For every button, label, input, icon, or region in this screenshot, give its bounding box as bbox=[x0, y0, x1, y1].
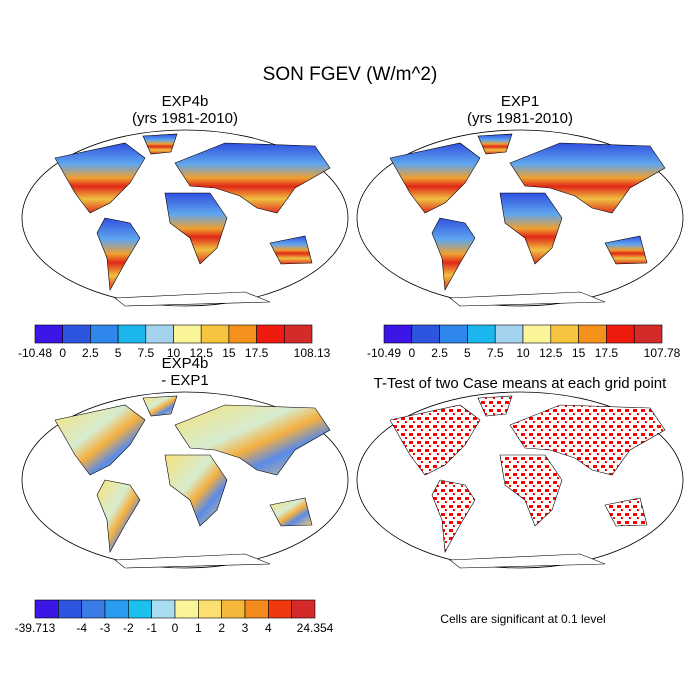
colorbar-box bbox=[256, 324, 285, 344]
land bbox=[54, 395, 331, 553]
colorbar-label: 2 bbox=[218, 621, 225, 635]
colorbar-box bbox=[411, 324, 440, 344]
colorbar-box bbox=[62, 324, 91, 344]
colorbar-box bbox=[200, 324, 230, 344]
map bbox=[356, 129, 684, 307]
panel-subtitle: - EXP1 bbox=[161, 372, 209, 389]
colorbar-box bbox=[145, 324, 174, 344]
colorbar-box bbox=[173, 324, 202, 344]
colorbar-label: 15 bbox=[572, 346, 586, 360]
colorbar-label: 7.5 bbox=[137, 346, 154, 360]
colorbar-box bbox=[606, 324, 635, 344]
colorbar-box bbox=[494, 324, 524, 344]
colorbar-box bbox=[228, 324, 257, 344]
panel: EXP1(yrs 1981-2010) -10.49 0 2.5 5 7.5 10 12.5 1… bbox=[356, 93, 684, 360]
panel-subtitle: (yrs 1981-2010) bbox=[467, 110, 573, 127]
map bbox=[21, 129, 349, 307]
colorbar-box bbox=[128, 599, 152, 619]
panel-title: EXP1 bbox=[501, 93, 539, 110]
map bbox=[356, 391, 684, 569]
land bbox=[389, 395, 666, 553]
map-outline bbox=[21, 391, 349, 569]
panel-title: EXP4b bbox=[162, 355, 209, 372]
colorbar-box bbox=[291, 599, 316, 619]
map-outline bbox=[356, 129, 684, 307]
colorbar-label: -3 bbox=[100, 621, 111, 635]
land bbox=[54, 133, 331, 291]
colorbar-label: -2 bbox=[123, 621, 134, 635]
colorbar-box bbox=[283, 324, 313, 344]
colorbar-label: -10.49 bbox=[367, 346, 401, 360]
colorbar-label: -4 bbox=[76, 621, 87, 635]
panel-title: EXP4b bbox=[162, 93, 209, 110]
colorbar-label: 107.78 bbox=[644, 346, 681, 360]
panel: T-Test of two Case means at each grid po… bbox=[356, 375, 684, 626]
colorbar-label: 0 bbox=[59, 346, 66, 360]
colorbar-box bbox=[198, 599, 222, 619]
panel-note: Cells are significant at 0.1 level bbox=[440, 612, 605, 626]
colorbar-label: 5 bbox=[115, 346, 122, 360]
colorbar-box bbox=[221, 599, 246, 619]
antarctica bbox=[114, 291, 271, 307]
colorbar-label: 108.13 bbox=[294, 346, 331, 360]
map bbox=[21, 391, 349, 569]
map-outline bbox=[356, 391, 684, 569]
colorbar-box bbox=[174, 599, 199, 619]
colorbar-label: 2.5 bbox=[82, 346, 99, 360]
colorbar-label: -10.48 bbox=[18, 346, 52, 360]
colorbar-box bbox=[578, 324, 607, 344]
colorbar-box bbox=[58, 599, 82, 619]
colorbar-label: 24.354 bbox=[297, 621, 334, 635]
panel-subtitle: (yrs 1981-2010) bbox=[132, 110, 238, 127]
colorbar-label: 12.5 bbox=[190, 346, 214, 360]
colorbar-box bbox=[104, 599, 129, 619]
colorbar-label: -1 bbox=[146, 621, 157, 635]
colorbar-box bbox=[383, 324, 413, 344]
colorbar-box bbox=[81, 599, 106, 619]
colorbar-label: 7.5 bbox=[487, 346, 504, 360]
colorbar-box bbox=[522, 324, 552, 344]
colorbar-label: 10 bbox=[167, 346, 181, 360]
colorbar-label: 10 bbox=[516, 346, 530, 360]
colorbar-label: 2.5 bbox=[431, 346, 448, 360]
colorbar-label: 17.5 bbox=[595, 346, 619, 360]
colorbar-box bbox=[268, 599, 292, 619]
colorbar-box bbox=[34, 324, 64, 344]
colorbar-box bbox=[151, 599, 176, 619]
colorbar-box bbox=[633, 324, 663, 344]
colorbar-label: 4 bbox=[265, 621, 272, 635]
colorbar-box bbox=[467, 324, 496, 344]
colorbar-label: 0 bbox=[172, 621, 179, 635]
colorbar-label: 3 bbox=[242, 621, 249, 635]
colorbar-label: 5 bbox=[464, 346, 471, 360]
figure-title: SON FGEV (W/m^2) bbox=[263, 64, 438, 85]
antarctica bbox=[449, 553, 606, 569]
colorbar-box bbox=[34, 599, 59, 619]
colorbar-label: 17.5 bbox=[245, 346, 269, 360]
colorbar-label: 15 bbox=[222, 346, 236, 360]
antarctica bbox=[114, 553, 271, 569]
colorbar-box bbox=[244, 599, 269, 619]
land bbox=[389, 133, 666, 291]
map-outline bbox=[21, 129, 349, 307]
colorbar-box bbox=[439, 324, 468, 344]
colorbar-box bbox=[117, 324, 147, 344]
colorbar-label: 0 bbox=[408, 346, 415, 360]
colorbar-label: -39.713 bbox=[15, 621, 56, 635]
colorbar-label: 1 bbox=[195, 621, 202, 635]
panel: EXP4b- EXP1 -39.713 -4 -3 -2 -1 0 1 2 3 4 24.354 bbox=[15, 355, 349, 635]
panels: EXP4b(yrs 1981-2010)-10.48 0 2.5 5 7.5 10 12.5… bbox=[15, 93, 684, 635]
panel-title: T-Test of two Case means at each grid po… bbox=[374, 375, 667, 392]
colorbar-box bbox=[550, 324, 579, 344]
antarctica bbox=[449, 291, 606, 307]
colorbar-label: 12.5 bbox=[539, 346, 563, 360]
panel: EXP4b(yrs 1981-2010) -10.48 0 2.5 5 7.5 10 12.5… bbox=[18, 93, 349, 360]
colorbar-box bbox=[90, 324, 119, 344]
